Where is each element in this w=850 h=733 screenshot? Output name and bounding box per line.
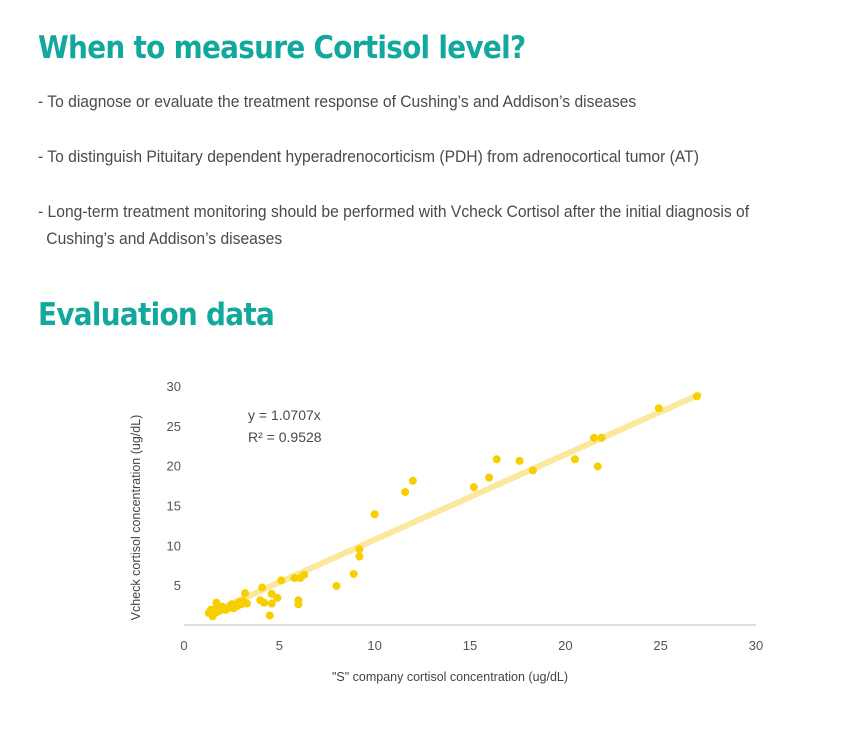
data-point (273, 593, 282, 602)
regression-equation: y = 1.0707x (248, 407, 321, 423)
data-point (267, 589, 276, 598)
data-point (654, 404, 663, 413)
bullet-item-distinguish: - To distinguish Pituitary dependent hyp… (38, 147, 699, 166)
x-axis-title: "S" company cortisol concentration (ug/d… (332, 670, 568, 684)
data-point (692, 392, 701, 401)
x-tick-label: 15 (463, 638, 477, 653)
x-tick-label: 0 (180, 638, 187, 653)
data-point (355, 552, 364, 561)
data-point (570, 455, 579, 464)
trendline (205, 391, 702, 617)
data-point (300, 570, 309, 579)
bullet-item-diagnose: - To diagnose or evaluate the treatment … (38, 92, 637, 111)
section-title-evaluation-data: Evaluation data (38, 297, 275, 333)
data-point (241, 589, 250, 598)
data-point (485, 473, 494, 482)
data-point (294, 596, 303, 605)
y-tick-labels: 5 10 15 20 25 30 (167, 379, 181, 593)
data-point (355, 545, 364, 554)
y-tick-label: 5 (174, 578, 181, 593)
y-tick-label: 10 (167, 538, 181, 553)
section-title-when-to-measure: When to measure Cortisol level? (38, 30, 526, 66)
data-point (492, 455, 501, 464)
data-point (401, 487, 410, 496)
scatter-chart: 0 5 10 15 20 25 30 5 10 15 20 25 30 y = 1.0707x R² … (129, 379, 763, 684)
data-point (258, 583, 267, 592)
data-point (469, 483, 478, 492)
r-squared-value: R² = 0.9528 (248, 429, 322, 445)
y-tick-label: 15 (167, 499, 181, 514)
bullet-item-monitoring: - Long-term treatment monitoring should … (38, 202, 750, 248)
data-point (589, 433, 598, 442)
x-tick-label: 30 (749, 638, 763, 653)
data-point (267, 599, 276, 608)
data-point (349, 570, 358, 579)
data-point (260, 598, 269, 607)
data-point (290, 573, 299, 582)
x-tick-label: 5 (276, 638, 283, 653)
x-tick-label: 20 (558, 638, 572, 653)
data-points (204, 392, 701, 621)
data-point (370, 510, 379, 519)
data-point (593, 462, 602, 471)
data-point (277, 576, 286, 585)
data-point (515, 456, 524, 465)
data-point (332, 581, 341, 590)
y-axis-title: Vcheck cortisol concentration (ug/dL) (129, 415, 143, 621)
y-tick-label: 30 (167, 379, 181, 394)
y-tick-label: 20 (167, 459, 181, 474)
data-point (265, 611, 274, 620)
data-point (528, 466, 537, 475)
x-tick-label: 10 (367, 638, 381, 653)
y-tick-label: 25 (167, 419, 181, 434)
data-point (597, 433, 606, 442)
data-point (242, 599, 251, 608)
indication-list: - To diagnose or evaluate the treatment … (38, 88, 813, 280)
data-point (408, 476, 417, 485)
x-tick-label: 25 (653, 638, 667, 653)
x-tick-labels: 0 5 10 15 20 25 30 (180, 638, 763, 653)
